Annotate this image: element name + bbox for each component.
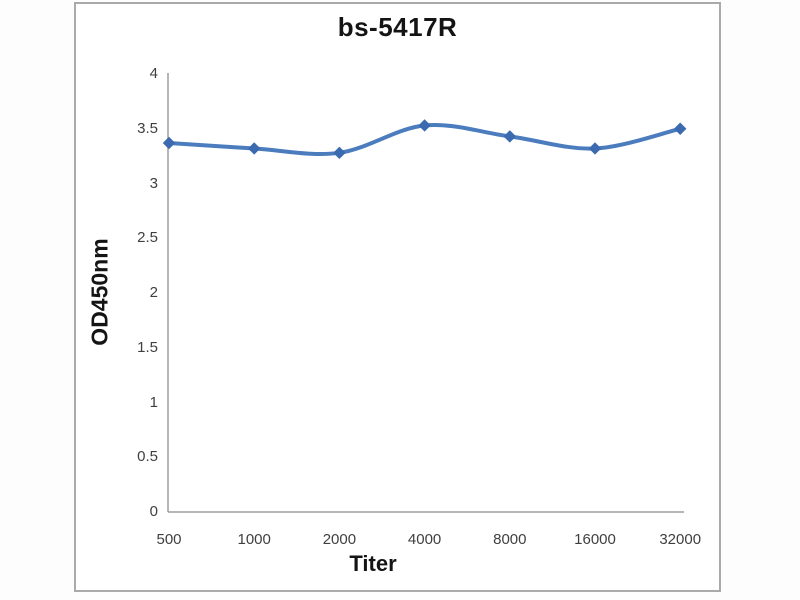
y-tick-label: 0 xyxy=(149,503,158,520)
data-point-marker xyxy=(162,136,176,150)
x-tick-label: 2000 xyxy=(322,531,357,548)
x-tick-label: 32000 xyxy=(659,531,702,548)
data-point-marker xyxy=(588,142,602,155)
x-tick-label: 8000 xyxy=(493,531,527,548)
y-tick-label: 2.5 xyxy=(137,229,158,247)
data-point-marker xyxy=(418,119,431,132)
y-tick-label: 3 xyxy=(149,174,158,192)
y-tick-label: 1 xyxy=(149,393,158,411)
y-tick-label: 4 xyxy=(149,65,158,82)
chart-frame xyxy=(74,2,721,592)
y-tick-label: 0.5 xyxy=(137,448,158,466)
x-tick-label: 4000 xyxy=(407,531,442,548)
x-tick-label: 16000 xyxy=(574,531,616,548)
data-point-marker xyxy=(247,142,261,155)
chart-title: bs-5417R xyxy=(337,12,458,42)
data-point-marker xyxy=(333,146,346,160)
chart-frame-border xyxy=(74,2,721,592)
x-tick-label: 500 xyxy=(156,531,182,548)
y-tick-label: 1.5 xyxy=(137,338,158,356)
data-point-marker xyxy=(503,130,517,143)
x-axis-title: Titer xyxy=(349,551,397,576)
y-tick-label: 2 xyxy=(149,284,158,301)
y-tick-label: 3.5 xyxy=(137,119,158,137)
x-tick-label: 1000 xyxy=(237,531,271,548)
data-point-marker xyxy=(673,122,687,135)
